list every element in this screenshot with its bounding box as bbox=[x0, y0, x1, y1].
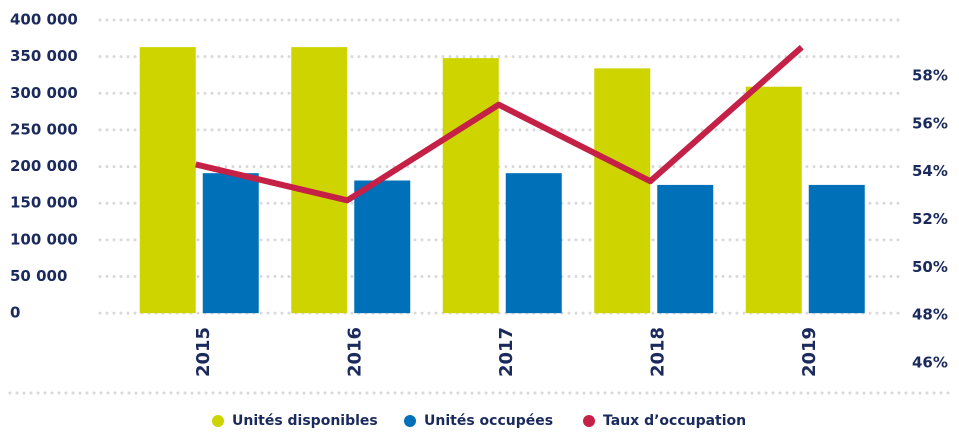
legend-marker bbox=[404, 415, 416, 427]
y-tick-label: 150 000 bbox=[10, 194, 78, 212]
y2-tick-label: 46% bbox=[912, 354, 948, 372]
y-tick-label: 400 000 bbox=[10, 11, 78, 29]
y-tick-label: 0 bbox=[10, 304, 20, 322]
bar bbox=[139, 47, 196, 314]
legend-label: Unités disponibles bbox=[232, 413, 378, 429]
y-tick-label: 350 000 bbox=[10, 47, 78, 65]
y-tick-label: 250 000 bbox=[10, 120, 78, 138]
bar bbox=[657, 184, 714, 314]
legend-marker bbox=[212, 415, 224, 427]
y2-tick-label: 56% bbox=[912, 114, 948, 132]
y-tick-label: 300 000 bbox=[10, 84, 78, 102]
x-tick-label: 2019 bbox=[799, 327, 820, 377]
y-tick-label: 200 000 bbox=[10, 157, 78, 175]
bar bbox=[354, 180, 411, 314]
y2-tick-label: 54% bbox=[912, 162, 948, 180]
legend-label: Unités occupées bbox=[424, 413, 553, 429]
bar bbox=[442, 58, 499, 314]
x-tick-label: 2016 bbox=[344, 327, 365, 377]
legend-label: Taux d’occupation bbox=[603, 413, 746, 429]
x-tick-label: 2018 bbox=[647, 327, 668, 377]
bar bbox=[505, 173, 562, 314]
y2-tick-label: 48% bbox=[912, 306, 948, 324]
x-tick-label: 2015 bbox=[193, 327, 214, 377]
bar bbox=[202, 173, 259, 314]
line bbox=[195, 45, 804, 204]
bar bbox=[291, 47, 348, 314]
legend-marker bbox=[583, 415, 595, 427]
bar bbox=[808, 184, 865, 314]
x-tick-label: 2017 bbox=[496, 327, 517, 377]
y2-tick-label: 50% bbox=[912, 258, 948, 276]
y-tick-label: 100 000 bbox=[10, 230, 78, 248]
y2-tick-label: 52% bbox=[912, 210, 948, 228]
bar bbox=[745, 86, 802, 314]
y-tick-label: 50 000 bbox=[10, 267, 67, 285]
bar bbox=[594, 68, 651, 314]
y2-tick-label: 58% bbox=[912, 66, 948, 84]
